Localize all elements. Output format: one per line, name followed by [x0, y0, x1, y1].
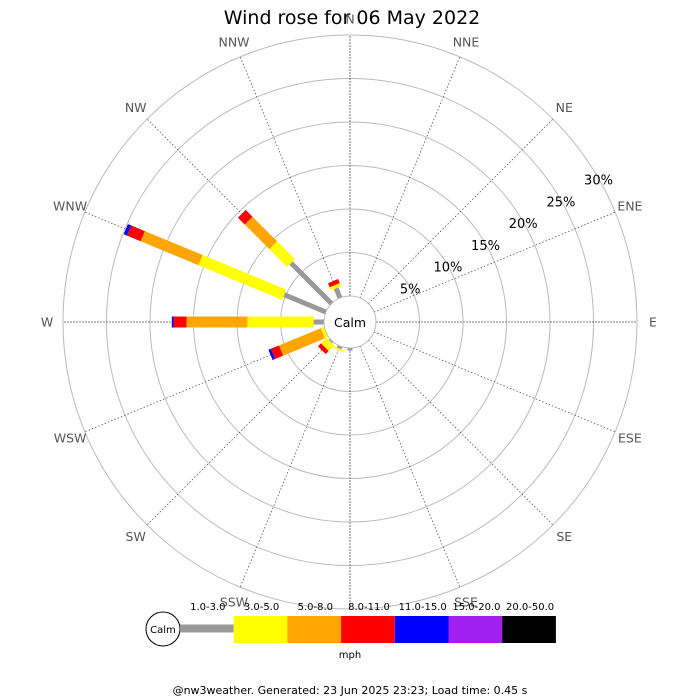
legend-label-11.0-15.0: 11.0-15.0 [399, 602, 447, 613]
bar-w-8.0-11.0 [173, 316, 187, 328]
legend-label-3.0-5.0: 3.0-5.0 [244, 602, 279, 613]
direction-label-wnw: WNW [53, 199, 87, 214]
legend-swatch-3.0-5.0 [233, 616, 288, 643]
legend-unit: mph [339, 650, 361, 661]
bar-sw-3.0-5.0 [321, 337, 335, 351]
legend-label-8.0-11.0: 8.0-11.0 [348, 602, 390, 613]
bar-nw-3.0-5.0 [269, 241, 295, 267]
bar-w-3.0-5.0 [247, 316, 314, 328]
bar-nnw-8.0-11.0 [328, 279, 340, 288]
direction-label-se: SE [556, 529, 572, 544]
direction-label-sw: SW [126, 529, 146, 544]
grid-ring-6 [62, 34, 638, 610]
calm-circle [323, 295, 377, 349]
bar-nw-1.0-3.0 [289, 261, 334, 306]
calm-label: Calm [334, 315, 366, 330]
spoke-ssw [239, 345, 341, 588]
legend-swatch-5.0-8.0 [287, 616, 342, 643]
ring-label-6: 30% [584, 174, 613, 189]
bars-layer [123, 209, 353, 360]
bar-wnw-3.0-5.0 [198, 255, 287, 300]
ring-label-4: 20% [509, 217, 538, 232]
bar-wnw-11.0-15.0 [123, 224, 132, 236]
direction-label-n: N [345, 12, 354, 27]
legend: Calm 1.0-3.0 3.0-5.0 5.0-8.0 8.0-11.0 11.0-15… [145, 602, 556, 661]
center-layer: Calm [323, 295, 377, 349]
direction-label-nw: NW [125, 100, 147, 115]
spoke-nne [359, 56, 461, 299]
spoke-sse [359, 345, 461, 588]
bar-nnw-1.0-3.0 [333, 287, 343, 299]
bar-nnw-3.0-5.0 [329, 283, 342, 291]
ring-label-3: 15% [471, 239, 500, 254]
legend-label-20.0-50.0: 20.0-50.0 [506, 602, 554, 613]
bar-nw-5.0-8.0 [244, 216, 278, 250]
bar-wnw-5.0-8.0 [140, 231, 203, 266]
direction-label-nnw: NNW [218, 35, 249, 50]
legend-label-5.0-8.0: 5.0-8.0 [298, 602, 333, 613]
legend-swatch-15.0-20.0 [448, 616, 503, 643]
spoke-sw [146, 340, 332, 526]
direction-label-sse: SSE [454, 594, 478, 609]
bar-wnw-1.0-3.0 [283, 292, 327, 315]
legend-swatch-1.0-3.0 [180, 624, 234, 633]
ring-label-2: 10% [433, 261, 462, 276]
legend-label-15.0-20.0: 15.0-20.0 [452, 602, 500, 613]
spoke-ene [373, 211, 616, 313]
bar-w-11.0-15.0 [171, 316, 174, 328]
bar-w-5.0-8.0 [186, 316, 248, 328]
ring-label-5: 25% [546, 195, 575, 210]
direction-label-ne: NE [556, 100, 573, 115]
spoke-ne [368, 118, 554, 304]
direction-label-w: W [41, 315, 53, 330]
chart-title: Wind rose for 06 May 2022 [224, 7, 481, 29]
direction-label-ene: ENE [617, 199, 642, 214]
bar-wsw-8.0-11.0 [270, 345, 284, 359]
spoke-se [368, 340, 554, 526]
direction-label-ssw: SSW [220, 594, 248, 609]
bar-sw-8.0-11.0 [317, 343, 329, 355]
spoke-nnw [239, 56, 341, 299]
legend-swatch-8.0-11.0 [341, 616, 395, 643]
direction-label-e: E [649, 315, 657, 330]
bar-wsw-3.0-5.0 [320, 326, 329, 339]
footer-text: @nw3weather. Generated: 23 Jun 2025 23:2… [173, 684, 528, 697]
bar-wsw-5.0-8.0 [278, 328, 325, 356]
legend-swatch-20.0-50.0 [502, 616, 556, 643]
direction-label-nne: NNE [453, 35, 480, 50]
spoke-ese [373, 331, 616, 433]
legend-calm-label: Calm [150, 625, 176, 636]
direction-label-ese: ESE [618, 431, 642, 446]
bar-wnw-8.0-11.0 [126, 225, 145, 242]
bar-wsw-11.0-15.0 [268, 348, 275, 360]
direction-label-wsw: WSW [54, 431, 87, 446]
legend-swatch-11.0-15.0 [394, 616, 449, 643]
labels-layer: NNNENEENEEESESESSESSSWSWWSWWWNWNWNNW5%10… [41, 12, 657, 633]
ring-label-1: 5% [400, 282, 421, 297]
bar-nw-8.0-11.0 [237, 209, 253, 225]
bar-ssw-3.0-5.0 [333, 346, 345, 353]
legend-label-1.0-3.0: 1.0-3.0 [190, 602, 225, 613]
